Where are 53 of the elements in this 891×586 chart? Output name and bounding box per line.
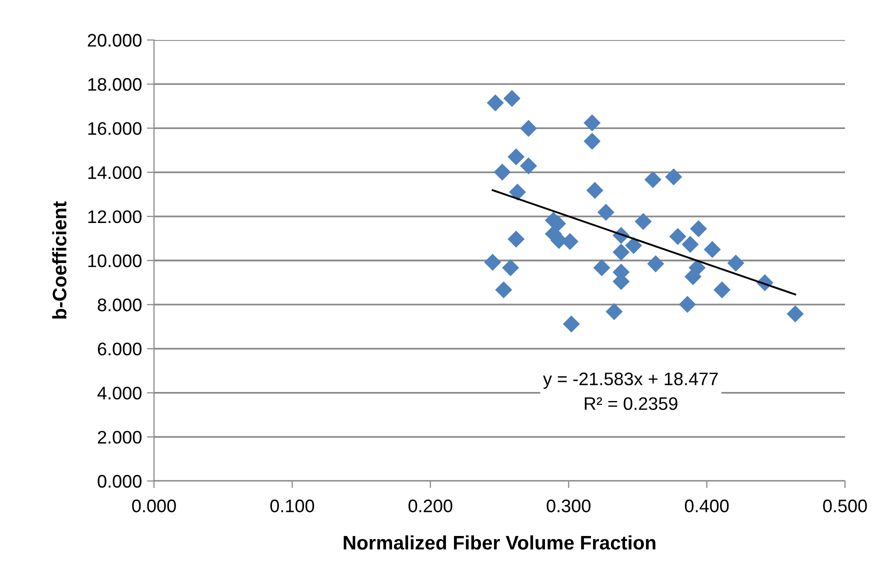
point [704, 240, 721, 258]
y-tick-label: 20.000 [88, 34, 142, 47]
y-tick-label: 8.000 [98, 298, 142, 312]
point [584, 132, 601, 150]
point [612, 244, 630, 261]
point [678, 296, 696, 313]
point [682, 236, 699, 253]
y-tick-label: 16.000 [88, 122, 142, 135]
point [634, 212, 652, 230]
point [597, 204, 614, 221]
x-tick-label: 0.200 [408, 500, 452, 512]
point [786, 305, 804, 322]
x-axis-title: Normalized Fiber Volume Fraction [344, 535, 656, 550]
point [647, 255, 664, 272]
point [520, 120, 538, 137]
point [727, 254, 744, 272]
x-tick-label: 0.500 [823, 500, 867, 512]
point [684, 268, 702, 286]
point [713, 281, 731, 298]
y-tick-label: 10.000 [88, 254, 142, 268]
y-axis-title: b-Coefficient [52, 201, 66, 319]
point [665, 168, 682, 186]
point [484, 254, 502, 271]
point [508, 184, 526, 201]
y-tick-label: 12.000 [88, 210, 142, 224]
x-tick-label: 0.300 [546, 500, 590, 512]
point [669, 228, 686, 245]
point [508, 148, 525, 166]
point [520, 157, 538, 174]
y-tick-label: 14.000 [88, 166, 142, 180]
point [486, 94, 504, 112]
x-tick-label: 0.100 [270, 500, 314, 512]
point [593, 259, 610, 276]
point [562, 316, 580, 333]
y-tick-label: 6.000 [98, 342, 142, 356]
point [494, 164, 511, 181]
annotation: y = -21.583x + 18.477 R² = 0.2359 [543, 372, 718, 410]
point [586, 182, 604, 199]
y-tick-label: 2.000 [98, 430, 142, 444]
point [625, 237, 642, 254]
point [508, 230, 525, 248]
y-tick-label: 18.000 [88, 78, 142, 91]
y-tick-label: 0.000 [98, 474, 142, 488]
point [644, 171, 662, 188]
point [606, 303, 623, 320]
point [690, 220, 708, 238]
point [502, 259, 520, 276]
point [584, 114, 601, 132]
x-tick-label: 0.000 [132, 500, 176, 512]
point [503, 90, 520, 107]
point [495, 281, 512, 298]
x-tick-label: 0.400 [684, 500, 729, 512]
y-tick-label: 4.000 [97, 386, 142, 400]
